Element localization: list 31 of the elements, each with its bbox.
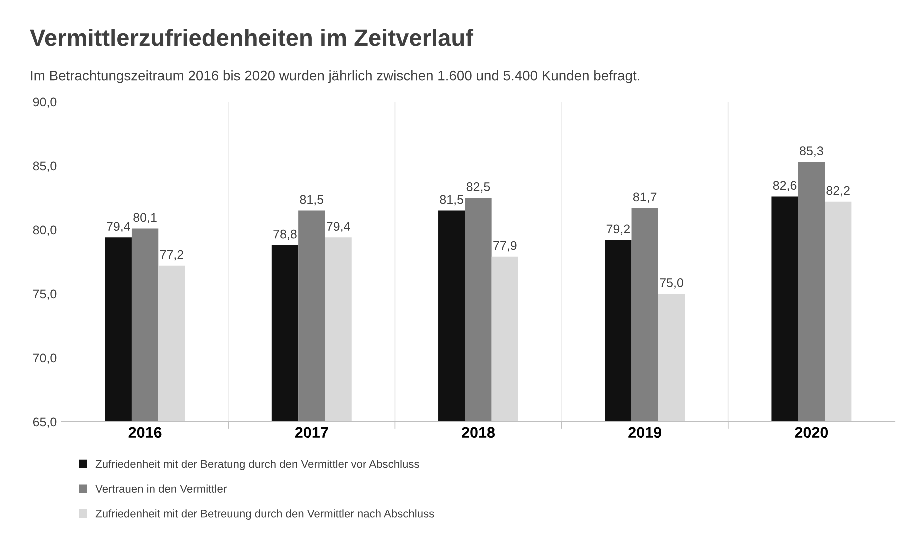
x-tick-label: 2019: [628, 427, 662, 438]
data-label: 81,7: [633, 192, 657, 204]
legend-label: Vertrauen in den Vermittler: [96, 484, 227, 493]
y-tick-label: 75,0: [33, 290, 57, 300]
chart-subtitle: Im Betrachtungszeitraum 2016 bis 2020 wurden jährlich zwischen 1.600 und 5.400 Kunden befragt.: [31, 70, 640, 84]
data-label: 79,2: [606, 224, 630, 236]
x-tick-label: 2018: [462, 427, 496, 438]
data-label: 82,2: [826, 186, 850, 197]
data-label: 80,1: [134, 213, 157, 224]
x-tick-label: 2020: [795, 427, 828, 438]
data-label: 77,2: [160, 250, 184, 261]
y-tick-label: 70,0: [33, 354, 57, 364]
data-label: 85,3: [800, 146, 824, 157]
x-tick-label: 2017: [295, 427, 328, 438]
data-label: 77,9: [494, 241, 517, 252]
chart-title: Vermittlerzufriedenheiten im Zeitverlauf: [30, 28, 474, 46]
legend-label: Zufriedenheit mit der Betreuung durch den Vermittler nach Abschluss: [96, 510, 434, 520]
y-tick-label: 85,0: [33, 162, 57, 172]
y-tick-label: 80,0: [33, 226, 57, 236]
y-tick-label: 65,0: [33, 418, 57, 428]
data-label: 78,8: [274, 230, 297, 240]
data-label: 75,0: [660, 278, 684, 289]
x-tick-label: 2016: [128, 427, 162, 438]
y-tick-label: 90,0: [33, 98, 57, 108]
data-label: 79,4: [327, 222, 350, 233]
data-label: 79,4: [107, 222, 130, 233]
legend-label: Zufriedenheit mit der Beratung durch den Vermittler vor Abschluss: [96, 460, 420, 470]
data-label: 81,5: [300, 195, 324, 206]
data-label: 81,5: [440, 195, 464, 206]
data-label: 82,6: [773, 181, 797, 192]
data-label: 82,5: [466, 182, 490, 193]
